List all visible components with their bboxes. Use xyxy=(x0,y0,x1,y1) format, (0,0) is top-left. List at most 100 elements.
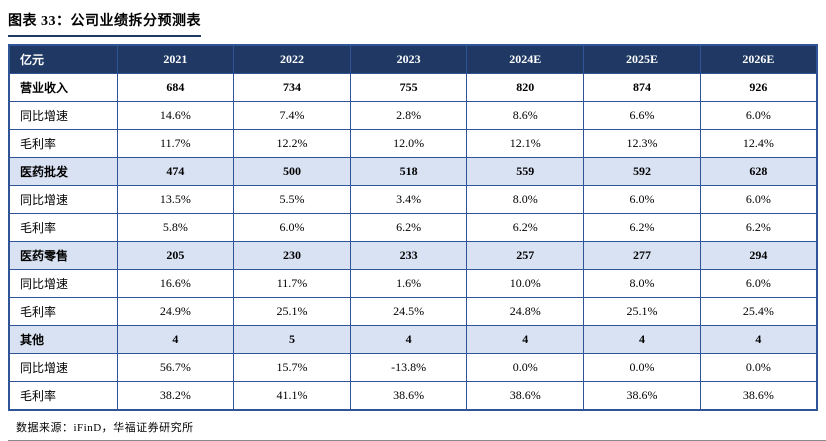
table-row: 营业收入 684 734 755 820 874 926 xyxy=(8,73,818,102)
cell-value: 6.2% xyxy=(699,213,818,242)
cell-value: 6.0% xyxy=(699,269,818,298)
cell-value: 4 xyxy=(583,325,701,354)
cell-value: 24.8% xyxy=(466,297,585,326)
forecast-table: 亿元 2021 2022 2023 2024E 2025E 2026E 营业收入 684 734… xyxy=(8,44,818,411)
cell-value: 24.5% xyxy=(349,297,468,326)
row-label: 营业收入 xyxy=(8,73,118,102)
row-label: 毛利率 xyxy=(8,129,118,158)
cell-value: 684 xyxy=(116,73,235,102)
cell-value: 13.5% xyxy=(116,185,235,214)
row-label: 同比增速 xyxy=(8,353,118,382)
cell-value: 820 xyxy=(466,73,585,102)
source-note: 数据来源：iFinD，华福证券研究所 xyxy=(8,419,826,441)
cell-value: 38.2% xyxy=(116,381,235,411)
cell-value: 25.1% xyxy=(233,297,351,326)
cell-value: 6.0% xyxy=(233,213,351,242)
cell-value: 2.8% xyxy=(349,101,468,130)
cell-value: 38.6% xyxy=(349,381,468,411)
table-row: 毛利率 5.8% 6.0% 6.2% 6.2% 6.2% 6.2% xyxy=(8,213,818,242)
cell-value: 6.0% xyxy=(699,101,818,130)
cell-value: 7.4% xyxy=(233,101,351,130)
cell-value: 6.0% xyxy=(699,185,818,214)
header-cell-year: 2025E xyxy=(583,44,701,74)
table-row: 其他 4 5 4 4 4 4 xyxy=(8,325,818,354)
cell-value: 8.0% xyxy=(466,185,585,214)
cell-value: 233 xyxy=(349,241,468,270)
cell-value: 0.0% xyxy=(699,353,818,382)
cell-value: 12.3% xyxy=(583,129,701,158)
cell-value: 277 xyxy=(583,241,701,270)
header-cell-year: 2023 xyxy=(349,44,468,74)
row-label: 同比增速 xyxy=(8,101,118,130)
row-label: 其他 xyxy=(8,325,118,354)
cell-value: 38.6% xyxy=(583,381,701,411)
cell-value: 474 xyxy=(116,157,235,186)
table-body: 营业收入 684 734 755 820 874 926 同比增速 14.6% 7.4% 2.8% 8… xyxy=(8,73,818,411)
header-cell-year: 2021 xyxy=(116,44,235,74)
table-row: 毛利率 38.2% 41.1% 38.6% 38.6% 38.6% 38.6% xyxy=(8,381,818,411)
cell-value: 41.1% xyxy=(233,381,351,411)
header-cell-unit: 亿元 xyxy=(8,44,118,74)
cell-value: 0.0% xyxy=(583,353,701,382)
cell-value: 1.6% xyxy=(349,269,468,298)
table-header-row: 亿元 2021 2022 2023 2024E 2025E 2026E xyxy=(8,44,818,74)
cell-value: 500 xyxy=(233,157,351,186)
cell-value: 8.6% xyxy=(466,101,585,130)
cell-value: 6.2% xyxy=(349,213,468,242)
cell-value: 24.9% xyxy=(116,297,235,326)
cell-value: 5.8% xyxy=(116,213,235,242)
cell-value: 12.1% xyxy=(466,129,585,158)
cell-value: 874 xyxy=(583,73,701,102)
table-row: 毛利率 24.9% 25.1% 24.5% 24.8% 25.1% 25.4% xyxy=(8,297,818,326)
cell-value: 12.4% xyxy=(699,129,818,158)
table-row: 医药批发 474 500 518 559 592 628 xyxy=(8,157,818,186)
row-label: 医药批发 xyxy=(8,157,118,186)
cell-value: 294 xyxy=(699,241,818,270)
cell-value: 15.7% xyxy=(233,353,351,382)
cell-value: 3.4% xyxy=(349,185,468,214)
cell-value: 25.4% xyxy=(699,297,818,326)
cell-value: 4 xyxy=(349,325,468,354)
cell-value: 11.7% xyxy=(116,129,235,158)
cell-value: 11.7% xyxy=(233,269,351,298)
cell-value: 734 xyxy=(233,73,351,102)
cell-value: 257 xyxy=(466,241,585,270)
cell-value: 205 xyxy=(116,241,235,270)
cell-value: 230 xyxy=(233,241,351,270)
row-label: 毛利率 xyxy=(8,297,118,326)
row-label: 同比增速 xyxy=(8,269,118,298)
cell-value: 38.6% xyxy=(466,381,585,411)
header-cell-year: 2024E xyxy=(466,44,585,74)
cell-value: 16.6% xyxy=(116,269,235,298)
cell-value: 592 xyxy=(583,157,701,186)
cell-value: 5.5% xyxy=(233,185,351,214)
header-cell-year: 2026E xyxy=(699,44,818,74)
table-row: 同比增速 13.5% 5.5% 3.4% 8.0% 6.0% 6.0% xyxy=(8,185,818,214)
cell-value: 518 xyxy=(349,157,468,186)
cell-value: 38.6% xyxy=(699,381,818,411)
cell-value: 4 xyxy=(116,325,235,354)
cell-value: 926 xyxy=(699,73,818,102)
cell-value: 755 xyxy=(349,73,468,102)
header-cell-year: 2022 xyxy=(233,44,351,74)
cell-value: 12.0% xyxy=(349,129,468,158)
cell-value: 4 xyxy=(466,325,585,354)
cell-value: 628 xyxy=(699,157,818,186)
cell-value: 6.0% xyxy=(583,185,701,214)
cell-value: 25.1% xyxy=(583,297,701,326)
cell-value: 4 xyxy=(699,325,818,354)
row-label: 毛利率 xyxy=(8,213,118,242)
cell-value: 12.2% xyxy=(233,129,351,158)
cell-value: 8.0% xyxy=(583,269,701,298)
table-row: 医药零售 205 230 233 257 277 294 xyxy=(8,241,818,270)
table-row: 同比增速 16.6% 11.7% 1.6% 10.0% 8.0% 6.0% xyxy=(8,269,818,298)
cell-value: 6.2% xyxy=(466,213,585,242)
table-row: 毛利率 11.7% 12.2% 12.0% 12.1% 12.3% 12.4% xyxy=(8,129,818,158)
cell-value: 14.6% xyxy=(116,101,235,130)
row-label: 医药零售 xyxy=(8,241,118,270)
row-label: 毛利率 xyxy=(8,381,118,411)
cell-value: 56.7% xyxy=(116,353,235,382)
table-row: 同比增速 56.7% 15.7% -13.8% 0.0% 0.0% 0.0% xyxy=(8,353,818,382)
cell-value: 5 xyxy=(233,325,351,354)
